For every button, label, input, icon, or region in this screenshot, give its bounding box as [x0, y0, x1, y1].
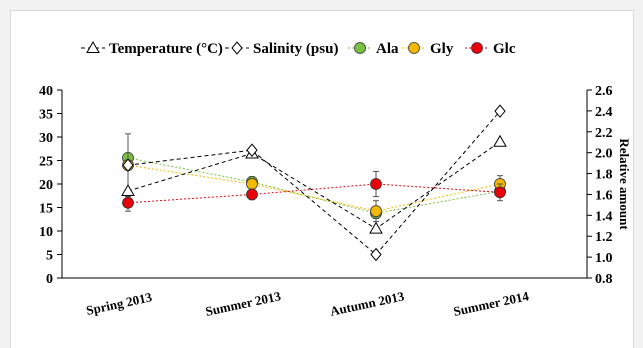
right-tick-label: 2.4 — [595, 105, 613, 120]
left-tick-label: 40 — [39, 84, 53, 99]
legend-marker — [471, 42, 483, 54]
category-label: Spring 2013 — [85, 289, 154, 318]
category-label: Summer 2014 — [452, 288, 531, 319]
data-point-glc — [494, 186, 506, 199]
right-tick-label: 1.2 — [595, 230, 613, 245]
data-point-salinity — [370, 247, 382, 262]
legend-marker — [354, 42, 366, 54]
right-tick-label: 1.0 — [595, 251, 613, 266]
legend-label: Gly — [430, 41, 454, 57]
category-label: Summer 2013 — [204, 288, 283, 319]
series-line-ala — [127, 157, 501, 214]
left-tick-label: 30 — [39, 131, 53, 146]
right-tick-label: 1.4 — [595, 209, 613, 224]
chart-frame — [10, 10, 634, 348]
legend-label: Glc — [493, 41, 516, 57]
data-point-temperature — [369, 221, 383, 234]
data-point-salinity — [122, 158, 134, 172]
legend-marker — [231, 41, 243, 55]
data-point-glc — [246, 188, 258, 201]
data-point-temperature — [493, 134, 507, 147]
right-tick-label: 2.2 — [595, 126, 613, 141]
data-point-temperature — [121, 184, 135, 197]
right-tick-label: 1.6 — [595, 188, 613, 203]
legend-marker — [408, 42, 420, 54]
left-tick-label: 0 — [46, 272, 53, 287]
left-tick-label: 20 — [39, 178, 53, 193]
right-axis-label: Relative amount — [617, 138, 632, 230]
data-point-gly — [370, 205, 382, 218]
category-label: Autumn 2013 — [329, 288, 406, 318]
right-tick-label: 2.0 — [595, 147, 613, 162]
left-tick-label: 10 — [39, 225, 53, 240]
series-line-gly — [127, 164, 501, 212]
legend-label: Salinity (psu) — [253, 41, 338, 57]
data-point-glc — [122, 196, 134, 209]
legend-label: Temperature (°C) — [109, 41, 223, 57]
data-point-salinity — [494, 104, 506, 118]
left-tick-label: 35 — [39, 108, 53, 123]
left-tick-label: 5 — [46, 249, 53, 264]
legend-label: Ala — [376, 41, 399, 57]
right-tick-label: 0.8 — [595, 272, 613, 287]
data-point-glc — [370, 178, 382, 190]
left-tick-label: 25 — [39, 155, 53, 170]
data-point-salinity — [246, 143, 258, 157]
data-point-gly — [246, 178, 258, 190]
series-line-temperature — [127, 141, 501, 230]
series-line-salinity — [127, 110, 501, 256]
legend-marker — [86, 40, 100, 53]
right-tick-label: 2.6 — [595, 84, 613, 99]
right-tick-label: 1.8 — [595, 168, 613, 183]
series-line-glc — [127, 183, 501, 204]
left-tick-label: 15 — [39, 202, 53, 217]
